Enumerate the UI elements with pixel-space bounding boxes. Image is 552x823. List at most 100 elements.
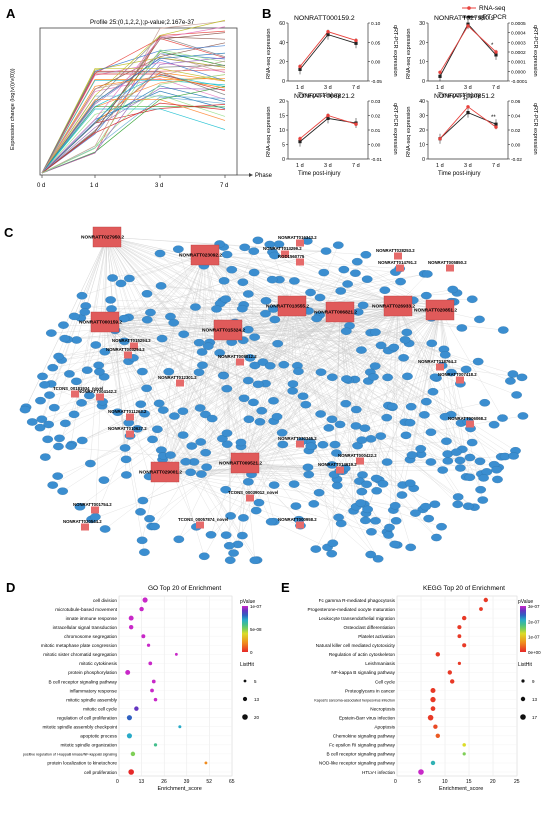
hub-label: NONRATT009521.2 bbox=[219, 461, 262, 467]
mrna-node bbox=[425, 428, 437, 437]
x-tick-label: 15 bbox=[466, 779, 472, 785]
mrna-node bbox=[356, 346, 367, 354]
lncrna-node bbox=[466, 420, 474, 428]
lncrna-node bbox=[296, 440, 304, 448]
mrna-node bbox=[172, 245, 184, 253]
edge bbox=[244, 372, 322, 464]
edge bbox=[106, 236, 206, 453]
significance-mark: ** bbox=[491, 115, 496, 121]
size-legend-dot bbox=[242, 714, 248, 720]
enrichment-dot bbox=[430, 688, 436, 694]
panel-a-xtick: 1 d bbox=[90, 183, 98, 189]
mrna-node bbox=[144, 514, 155, 523]
term-label: mitotic metaphase plate congression bbox=[41, 643, 117, 648]
edge bbox=[211, 249, 399, 307]
edge bbox=[291, 305, 367, 485]
x-tick-label: 7 d bbox=[352, 85, 360, 91]
term-label: B cell receptor signaling pathway bbox=[326, 752, 395, 757]
lncrna-node bbox=[296, 521, 304, 529]
edge bbox=[104, 321, 129, 423]
right-tick-label: 0.02 bbox=[511, 128, 521, 134]
mrna-node bbox=[26, 418, 38, 426]
mrna-node bbox=[436, 522, 447, 531]
right-tick-label: -0.0001 bbox=[511, 79, 528, 85]
mrna-node bbox=[147, 435, 158, 444]
right-tick-label: 0.0001 bbox=[511, 60, 526, 66]
mrna-node bbox=[39, 381, 50, 389]
edge bbox=[52, 236, 108, 368]
edge bbox=[104, 321, 311, 447]
profile-line bbox=[41, 88, 226, 174]
mrna-node bbox=[360, 251, 372, 259]
enrichment-dot bbox=[151, 679, 156, 684]
term-label: positive regulation of I-kappaB kinase/N… bbox=[23, 753, 117, 757]
mrna-node bbox=[193, 368, 205, 377]
edge bbox=[106, 236, 271, 366]
mrna-node bbox=[249, 556, 261, 565]
mrna-node bbox=[401, 328, 413, 337]
enrichment-dot bbox=[430, 706, 436, 711]
mrna-node bbox=[379, 286, 391, 294]
mrna-node bbox=[139, 409, 150, 418]
lncrna-node bbox=[296, 239, 304, 247]
mrna-node bbox=[288, 480, 300, 488]
term-label: protein localization to kinetochore bbox=[47, 761, 117, 766]
mrna-node bbox=[456, 324, 468, 332]
mrna-node bbox=[250, 506, 262, 515]
mrna-node bbox=[326, 415, 338, 424]
left-tick-label: 15 bbox=[279, 114, 285, 120]
qpcr-point bbox=[466, 22, 470, 26]
lncrna-node bbox=[246, 494, 254, 502]
mrna-node bbox=[421, 270, 433, 278]
mrna-node bbox=[287, 380, 299, 388]
edge bbox=[331, 305, 399, 465]
mrna-node bbox=[71, 336, 82, 344]
edge bbox=[164, 471, 328, 548]
edge bbox=[388, 309, 441, 406]
panel-a-xtick: 0 d bbox=[37, 183, 45, 189]
qpcr-point bbox=[298, 67, 302, 71]
edge bbox=[164, 309, 441, 473]
mrna-node bbox=[253, 498, 265, 507]
edge bbox=[106, 236, 342, 524]
right-tick-label: -0.02 bbox=[511, 157, 522, 163]
term-label: B cell receptor signaling pathway bbox=[48, 679, 117, 684]
mrna-node bbox=[149, 522, 160, 531]
mrna-node bbox=[193, 338, 205, 347]
lncrna-label: RGD1560775 bbox=[278, 254, 305, 259]
edge bbox=[204, 254, 408, 377]
mrna-node bbox=[34, 423, 46, 432]
lncrna-label: TCONS_00057874_novel bbox=[178, 517, 228, 522]
mrna-node bbox=[320, 247, 332, 255]
x-tick-label: 1 d bbox=[296, 163, 304, 169]
mrna-node bbox=[370, 328, 381, 336]
mrna-node bbox=[377, 480, 389, 488]
mrna-node bbox=[243, 415, 255, 424]
significance-mark: * bbox=[491, 43, 494, 49]
mrna-node bbox=[52, 472, 64, 480]
mrna-node bbox=[287, 387, 299, 395]
right-tick-label: 0.04 bbox=[511, 114, 521, 120]
left-tick-label: 20 bbox=[279, 60, 285, 66]
y-right-label: qRT-PCR expression bbox=[392, 25, 398, 77]
mrna-node bbox=[135, 400, 147, 408]
edge bbox=[44, 321, 106, 385]
mrna-node bbox=[351, 257, 363, 266]
mrna-node bbox=[439, 351, 451, 359]
x-tick-label: 65 bbox=[229, 779, 235, 785]
mrna-node bbox=[276, 429, 288, 437]
hub-label: NONRATT026933.2 bbox=[372, 304, 415, 310]
mrna-node bbox=[168, 318, 180, 327]
mrna-node bbox=[269, 315, 281, 324]
mrna-node bbox=[492, 475, 503, 484]
edge bbox=[62, 311, 341, 492]
edge bbox=[102, 305, 293, 406]
mrna-node bbox=[137, 496, 149, 505]
mrna-node bbox=[334, 420, 346, 429]
edge bbox=[67, 329, 229, 340]
panel-c-letter: C bbox=[4, 225, 14, 240]
edge bbox=[104, 321, 299, 520]
mrna-node bbox=[235, 438, 247, 447]
lncrna-node bbox=[126, 413, 134, 421]
right-tick-label: 0.01 bbox=[371, 128, 381, 134]
